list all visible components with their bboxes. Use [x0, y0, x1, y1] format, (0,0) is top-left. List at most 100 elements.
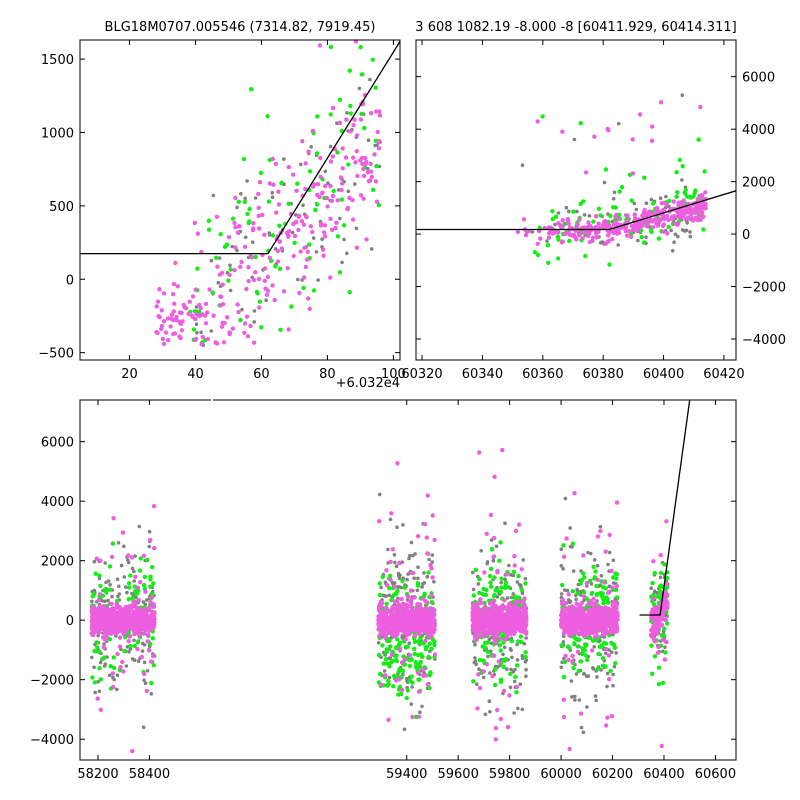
pink-point — [251, 340, 257, 345]
grey-point — [505, 596, 510, 600]
green-point — [608, 213, 613, 219]
pink-point — [561, 697, 566, 702]
pink-point — [381, 630, 387, 636]
green-point — [255, 291, 260, 296]
pink-point — [159, 308, 164, 313]
grey-point — [415, 588, 420, 593]
pink-point — [492, 598, 497, 603]
pink-point — [575, 649, 581, 654]
pink-point — [92, 621, 97, 626]
zoom-right-ticks: 60320 60340 60360 60380 60400 60420−4000−2000… — [401, 40, 786, 382]
pink-point — [397, 560, 402, 566]
pink-point — [481, 616, 486, 621]
grey-point — [368, 77, 372, 82]
pink-point — [425, 682, 430, 687]
green-point — [575, 644, 580, 649]
green-point — [572, 641, 577, 646]
pink-point — [391, 618, 397, 623]
green-point — [584, 642, 589, 647]
pink-point — [180, 319, 185, 324]
pink-point — [407, 598, 412, 604]
pink-point — [595, 577, 600, 582]
pink-point — [220, 282, 225, 287]
pink-point — [597, 225, 602, 230]
grey-point — [92, 665, 96, 670]
pink-point — [363, 161, 368, 167]
green-point — [226, 278, 231, 283]
pink-point — [354, 245, 360, 250]
grey-point — [132, 638, 136, 643]
pink-point — [321, 253, 326, 258]
grey-point — [127, 650, 131, 654]
green-point — [503, 585, 508, 590]
green-point — [583, 253, 588, 259]
green-point — [126, 581, 132, 586]
grey-point — [124, 585, 128, 589]
pink-point — [320, 190, 325, 195]
grey-point — [487, 637, 492, 642]
pink-point — [262, 278, 267, 284]
pink-point — [376, 146, 382, 151]
pink-point — [480, 630, 486, 635]
pink-point — [133, 574, 138, 579]
grey-point — [416, 576, 420, 581]
pink-point — [305, 249, 310, 254]
green-point — [395, 637, 400, 642]
zoom-right-title: 3 608 1082.19 -8.000 -8 [60411.929, 6041… — [415, 20, 736, 35]
grey-point — [575, 209, 579, 214]
pink-point — [373, 179, 379, 184]
grey-point — [511, 573, 516, 578]
pink-point — [491, 535, 497, 541]
pink-point — [384, 582, 390, 588]
grey-point — [607, 648, 611, 652]
green-point — [97, 649, 102, 655]
pink-point — [389, 511, 394, 516]
grey-point — [602, 180, 607, 185]
grey-point — [567, 600, 572, 605]
grey-point — [508, 685, 513, 690]
green-point — [589, 590, 595, 596]
pink-point — [560, 129, 565, 134]
pink-point — [577, 217, 582, 222]
green-point — [639, 234, 644, 240]
pink-point — [170, 291, 176, 297]
pink-point — [683, 216, 689, 222]
pink-point — [221, 340, 227, 345]
pink-point — [301, 222, 307, 227]
pink-point — [476, 614, 481, 620]
pink-point — [587, 601, 592, 606]
pink-point — [368, 161, 373, 167]
pink-point — [508, 604, 514, 609]
green-point — [592, 576, 597, 581]
pink-point — [379, 682, 384, 687]
grey-point — [680, 228, 685, 232]
pink-point — [143, 628, 149, 633]
pink-point — [154, 304, 159, 309]
grey-point — [599, 668, 603, 672]
green-point — [416, 677, 421, 682]
green-point — [339, 128, 344, 134]
pink-point — [233, 195, 238, 201]
green-point — [249, 87, 254, 92]
grey-point — [585, 705, 589, 709]
pink-point — [561, 714, 567, 720]
pink-point — [676, 203, 681, 208]
green-point — [501, 664, 506, 670]
green-point — [111, 665, 117, 670]
grey-point — [616, 243, 620, 247]
pink-point — [484, 662, 489, 667]
pink-point — [587, 239, 593, 245]
pink-point — [303, 186, 308, 192]
green-point — [567, 238, 572, 244]
green-point — [384, 601, 389, 606]
green-point — [650, 671, 655, 676]
grey-point — [311, 236, 316, 240]
pink-point — [122, 618, 127, 624]
pink-point — [509, 624, 515, 629]
grey-point — [115, 577, 120, 582]
grey-point — [195, 330, 199, 335]
grey-point — [114, 634, 118, 638]
grey-point — [475, 682, 479, 686]
pink-point — [611, 230, 616, 236]
